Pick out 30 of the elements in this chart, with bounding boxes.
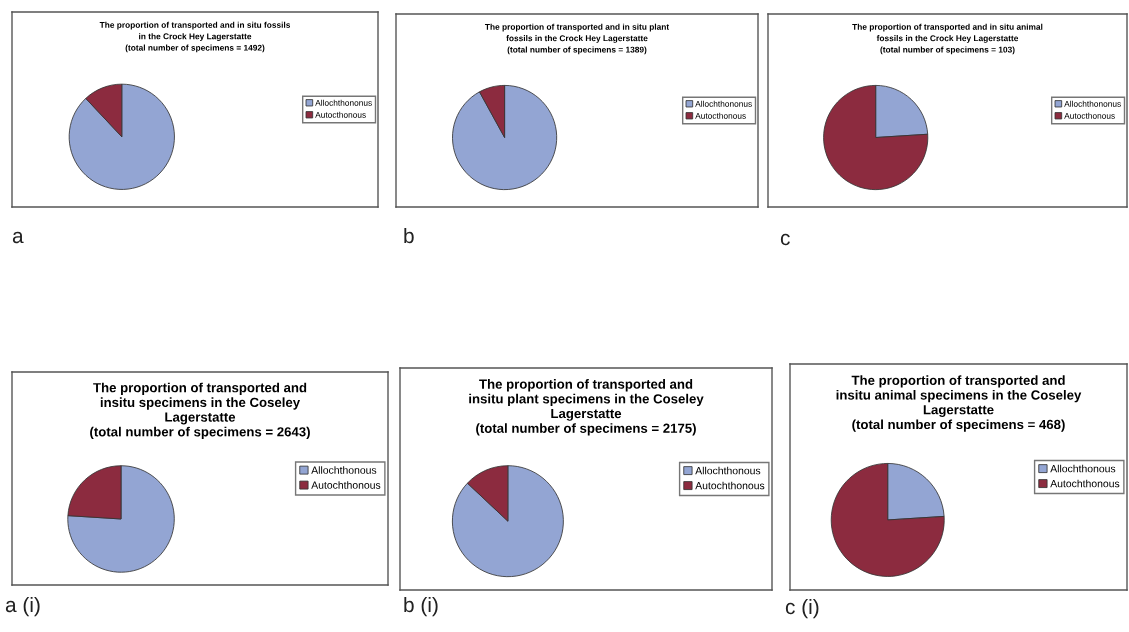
- chart-title: The proportion of transported and insitu plant specimens in the Coseley Lagerstatte (total number of specimens = 2175): [469, 379, 704, 436]
- chart-title: The proportion of transported and in situ animal fossils in the Crock Hey Lagerstatte (total number of specimens = 103): [852, 23, 1043, 55]
- legend-label: Allochthononus: [695, 100, 752, 107]
- pie-slice: [451, 465, 564, 578]
- legend-label: Autocthonous: [315, 111, 366, 118]
- pie-slice: [68, 83, 175, 190]
- legend-label: Allochthonous: [311, 466, 377, 474]
- pie-slice: [452, 84, 558, 191]
- chart-title: The proportion of transported and in situ fossils in the Crock Hey Lagerstatte (total number of specimens = 1492): [99, 21, 291, 53]
- legend-label: Autochthonous: [1050, 479, 1120, 488]
- legend-label: Allochthononus: [1064, 100, 1121, 107]
- text: b: [404, 227, 414, 244]
- chart-title: The proportion of transported and in situ plant fossils in the Crock Hey Lagerstatte (total number of specimens = 1389): [484, 23, 670, 55]
- legend-label: Allochthonous: [695, 466, 761, 475]
- pie-slice: [67, 465, 175, 573]
- pie-slice: [823, 84, 929, 191]
- chart-title: The proportion of transported and insitu specimens in the Coseley Lagerstatte (total number of specimens = 2643): [90, 382, 310, 440]
- text: a (i): [5, 596, 40, 617]
- legend-label: Allochthononus: [315, 99, 372, 106]
- text: c (i): [785, 598, 819, 619]
- legend-label: Allochthonous: [1050, 464, 1116, 473]
- text: a: [12, 231, 24, 244]
- legend-label: Autocthonous: [1064, 112, 1115, 119]
- text: b (i): [404, 596, 438, 617]
- legend-label: Autocthonous: [695, 112, 746, 119]
- pie-slice: [830, 463, 945, 577]
- text: c: [780, 233, 790, 246]
- chart-title: The proportion of transported and insitu animal specimens in the Coseley Lagerstatte (total number of specimens = 468): [836, 375, 1082, 432]
- legend-label: Autochthonous: [695, 481, 765, 490]
- legend-label: Autochthonous: [311, 481, 381, 489]
